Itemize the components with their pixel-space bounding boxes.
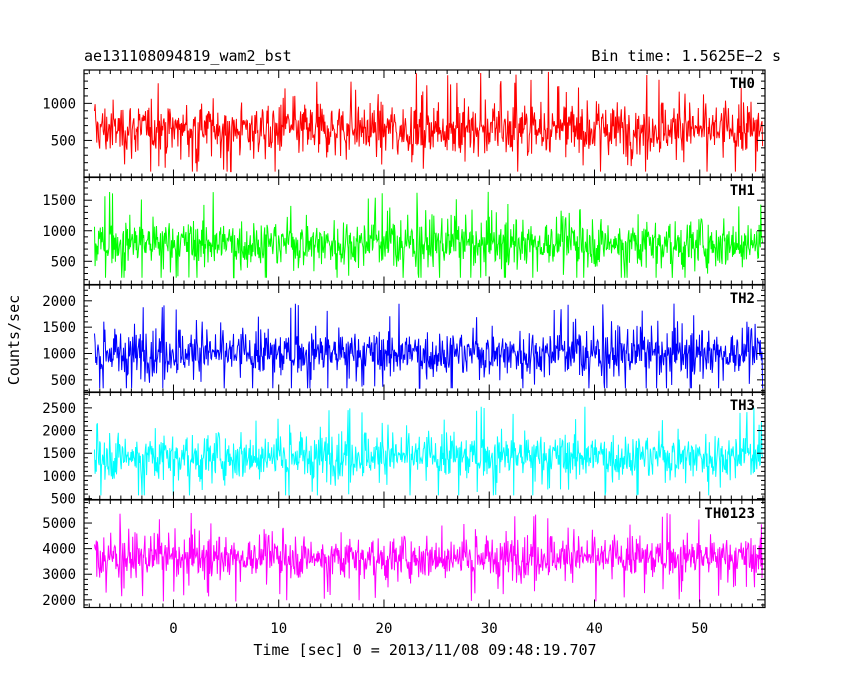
trace-th1 (94, 191, 764, 279)
panel-th0: 500 1000 TH0 (42, 69, 766, 179)
trace-th2 (94, 303, 764, 389)
x-tick-label: 0 (169, 621, 177, 637)
x-tick-label: 40 (586, 621, 603, 637)
y-tick-label: 2000 (42, 593, 76, 609)
trace-th0123 (94, 512, 764, 602)
y-axis-label: Counts/sec (5, 295, 23, 385)
panel-label: TH2 (730, 291, 755, 307)
panel-label: TH0 (730, 76, 755, 92)
panel-label: TH3 (730, 398, 755, 414)
y-tick-label: 2000 (42, 294, 76, 310)
y-tick-label: 1500 (42, 320, 76, 336)
panel-label: TH0123 (704, 506, 755, 522)
trace-th0 (94, 71, 764, 173)
panel-th0123: 2000 3000 4000 5000 TH0123 (42, 499, 766, 609)
y-tick-label: 3000 (42, 567, 76, 583)
y-tick-label: 500 (51, 373, 76, 389)
y-tick-label: 2000 (42, 424, 76, 440)
panel-th3: 500 1000 1500 2000 2500 TH3 (42, 391, 766, 508)
y-tick-label: 1000 (42, 96, 76, 112)
panel-label: TH1 (730, 183, 755, 199)
panel-th2: 500 1000 1500 2000 TH2 (42, 284, 766, 394)
y-tick-label: 1000 (42, 224, 76, 240)
y-tick-label: 1500 (42, 193, 76, 209)
chart-title-left: ae131108094819_wam2_bst (84, 47, 292, 65)
x-tick-label: 10 (270, 621, 287, 637)
x-axis-label: Time [sec] 0 = 2013/11/08 09:48:19.707 (253, 641, 596, 659)
y-tick-label: 500 (51, 133, 76, 149)
y-tick-label: 2500 (42, 401, 76, 417)
y-tick-label: 5000 (42, 516, 76, 532)
x-tick-label: 50 (691, 621, 708, 637)
x-tick-labels: 0 10 20 30 40 50 (169, 621, 708, 637)
panel-frame (83, 284, 766, 394)
y-tick-label: 4000 (42, 542, 76, 558)
y-tick-label: 500 (51, 254, 76, 270)
chart-title-right: Bin time: 1.5625E−2 s (591, 47, 781, 65)
panel-frame (83, 176, 766, 286)
x-tick-label: 30 (481, 621, 498, 637)
y-tick-label: 500 (51, 492, 76, 508)
y-tick-label: 1000 (42, 469, 76, 485)
trace-th3 (94, 406, 764, 496)
panel-th1: 500 1000 1500 TH1 (42, 176, 766, 286)
y-tick-label: 1500 (42, 446, 76, 462)
y-tick-label: 1000 (42, 347, 76, 363)
x-tick-label: 20 (376, 621, 393, 637)
